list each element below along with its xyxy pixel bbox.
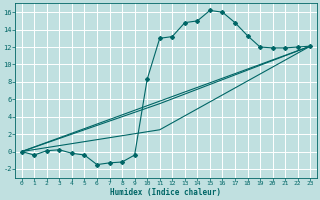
X-axis label: Humidex (Indice chaleur): Humidex (Indice chaleur): [110, 188, 221, 197]
